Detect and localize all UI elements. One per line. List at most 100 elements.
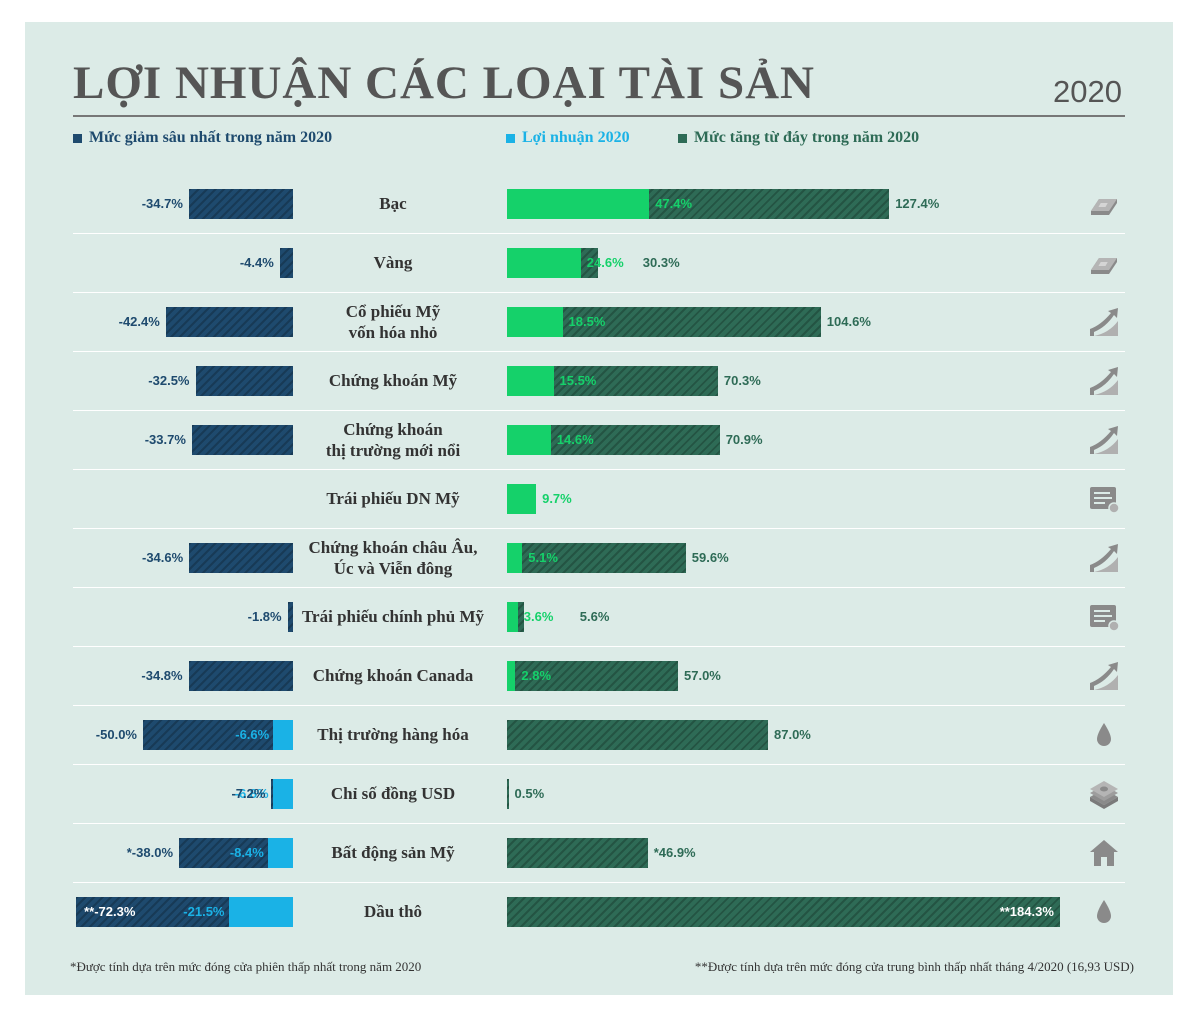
label-return: 47.4% (655, 195, 693, 211)
label-rebound: 0.5% (514, 785, 545, 801)
asset-name: Trái phiếu chính phủ Mỹ (286, 606, 500, 627)
bar-drawdown (195, 365, 293, 396)
asset-name-line: Úc và Viễn đông (333, 558, 453, 578)
bar-drawdown (287, 601, 293, 632)
asset-name-line: Chứng khoán Mỹ (328, 371, 458, 390)
label-drawdown: -32.5% (148, 372, 190, 388)
bar-drawdown (188, 188, 293, 219)
bar-return-positive (507, 365, 554, 396)
title-divider (73, 115, 1125, 117)
label-return: 2.8% (521, 667, 552, 683)
label-return: 24.6% (586, 254, 624, 270)
label-rebound: 30.3% (642, 254, 680, 270)
chart-year: 2020 (1053, 74, 1122, 109)
bar-drawdown (165, 306, 293, 337)
asset-name-line: vốn hóa nhỏ (348, 322, 438, 342)
label-rebound: 57.0% (684, 667, 721, 683)
bar-drawdown (189, 542, 293, 573)
bar-drawdown (279, 247, 293, 278)
bar-drawdown (191, 424, 293, 455)
label-drawdown: *-38.0% (126, 844, 173, 860)
label-return: 15.5% (559, 372, 597, 388)
label-drawdown: -50.0% (95, 726, 137, 742)
growth-chart-icon (1090, 366, 1118, 395)
asset-name-line: Cổ phiếu Mỹ (345, 301, 441, 321)
bar-return-negative (272, 778, 293, 809)
footnote-left: *Được tính dựa trên mức đóng cửa phiên t… (70, 959, 422, 974)
asset-name: Cổ phiếu Mỹ vốn hóa nhỏ (286, 301, 500, 343)
oil-drop-icon (1097, 722, 1111, 746)
asset-name-line: Trái phiếu chính phủ Mỹ (301, 607, 485, 626)
asset-name-line: Vàng (373, 253, 413, 272)
asset-name: Chứng khoán Canada (286, 665, 500, 686)
asset-name-line: Chỉ số đồng USD (330, 784, 456, 803)
row-divider (73, 292, 1125, 293)
growth-chart-icon (1090, 661, 1118, 690)
legend-label-drawdown: Mức giảm sâu nhất trong năm 2020 (89, 129, 333, 146)
label-return: 18.5% (568, 313, 606, 329)
label-drawdown: -34.6% (142, 549, 184, 565)
row-divider (73, 351, 1125, 352)
label-rebound: 59.6% (691, 549, 729, 565)
row-divider (73, 764, 1125, 765)
bar-return-positive (507, 660, 516, 691)
label-drawdown: -34.8% (141, 667, 183, 683)
silver-bar-icon (1091, 198, 1117, 215)
row-divider (73, 882, 1125, 883)
bar-drawdown (143, 719, 293, 750)
label-rebound: 104.6% (826, 313, 871, 329)
bar-return-positive (507, 483, 537, 514)
label-rebound: 70.9% (725, 431, 763, 447)
asset-name-line: Chứng khoán (343, 419, 443, 439)
house-icon (1090, 839, 1118, 866)
asset-name-line: Dầu thô (363, 902, 423, 921)
label-return: -8.4% (229, 844, 264, 860)
bar-return-positive (507, 247, 581, 278)
bar-rebound (507, 660, 678, 691)
label-rebound: 87.0% (774, 726, 811, 742)
footnote-right: **Được tính dựa trên mức đóng cửa trung … (694, 959, 1134, 974)
asset-name-line: Trái phiếu DN Mỹ (326, 489, 460, 508)
bar-return-positive (507, 424, 551, 455)
legend-swatch-rebound (678, 133, 687, 143)
bar-rebound (507, 896, 1060, 927)
bar-return-negative (273, 719, 293, 750)
row-divider (73, 823, 1125, 824)
row-divider (73, 528, 1125, 529)
label-return: 14.6% (556, 431, 594, 447)
label-drawdown: -4.4% (239, 254, 274, 270)
asset-name-line: Thị trường hàng hóa (317, 725, 469, 744)
bar-return-negative (228, 896, 293, 927)
asset-name: Bất động sản Mỹ (286, 842, 500, 863)
bar-drawdown (188, 660, 293, 691)
row-divider (73, 587, 1125, 588)
chart-title: LỢI NHUẬN CÁC LOẠI TÀI SẢN (73, 57, 815, 109)
row-divider (73, 410, 1125, 411)
bond-certificate-icon (1090, 486, 1120, 514)
asset-name-line: Bất động sản Mỹ (331, 843, 455, 862)
bar-return-positive (507, 188, 650, 219)
asset-name-line: Chứng khoán Canada (312, 666, 474, 685)
label-rebound: *46.9% (653, 844, 696, 860)
legend-swatch-drawdown (73, 133, 82, 143)
label-drawdown: -33.7% (144, 431, 186, 447)
asset-name: Chứng khoán thị trường mới nổi (286, 419, 500, 461)
growth-chart-icon (1090, 425, 1118, 454)
label-return: 5.1% (528, 549, 558, 565)
label-drawdown: -7.2% (231, 785, 266, 801)
label-return: -6.6% (235, 726, 270, 742)
asset-name: Vàng (286, 252, 500, 273)
label-drawdown: **-72.3% (84, 903, 136, 919)
bar-return-negative (267, 837, 293, 868)
bar-rebound (507, 778, 509, 809)
row-divider (73, 646, 1125, 647)
growth-chart-icon (1090, 543, 1118, 572)
label-return: 9.7% (542, 490, 572, 506)
row-divider (73, 705, 1125, 706)
asset-name-line: thị trường mới nổi (325, 440, 461, 460)
gold-bar-icon (1091, 257, 1117, 274)
label-return: -21.5% (183, 903, 225, 919)
bond-certificate-icon (1090, 604, 1120, 632)
asset-name: Dầu thô (286, 901, 500, 922)
